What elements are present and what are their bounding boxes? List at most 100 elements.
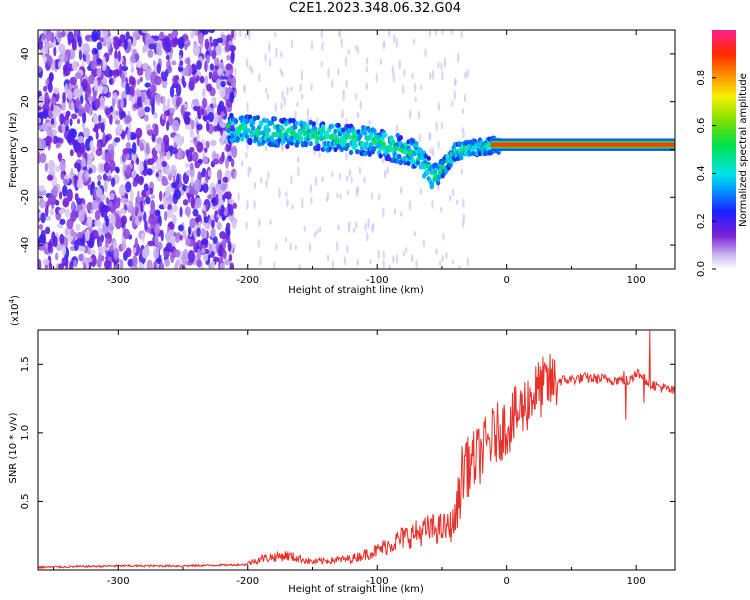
spectrogram-cell: [379, 135, 385, 141]
spectrogram-cell: [290, 174, 293, 185]
spectrogram-cell: [228, 198, 235, 205]
spectrogram-cell: [86, 202, 94, 211]
spectrogram-cell: [41, 139, 46, 151]
spectrogram-cell: [247, 137, 253, 143]
spectrogram-cell: [64, 119, 69, 126]
spectrogram-cell: [148, 214, 156, 225]
spectrogram-cell: [200, 229, 208, 239]
spectrogram-cell: [302, 121, 307, 127]
spectrogram-cell: [93, 78, 99, 92]
spectrogram-cell: [172, 75, 179, 86]
spectrogram-cell: [316, 145, 321, 152]
spectrogram-cell: [122, 228, 131, 240]
spectrogram-cell: [108, 50, 113, 56]
y-tick-label: 20: [20, 95, 31, 108]
spectrogram-cell: [176, 173, 180, 186]
spectrogram-cell: [121, 71, 125, 84]
spectrogram-cell: [176, 147, 183, 161]
spectrogram-cell: [38, 242, 46, 251]
spectrogram-cell: [171, 204, 179, 213]
spectrogram-cell: [220, 80, 226, 88]
spectrogram-cell: [429, 72, 432, 81]
spectrogram-cell: [45, 42, 49, 55]
spectrogram-cell: [249, 166, 252, 173]
spectrogram-cell: [167, 42, 172, 53]
colorbar: 0.0 0.2 0.4 0.6 0.8 Normalized spectral ampl…: [696, 30, 749, 277]
spectrogram-cell: [156, 258, 162, 264]
spectrogram-cell: [110, 177, 116, 187]
spectrogram-cell: [161, 160, 167, 168]
spectrogram-cell: [267, 170, 270, 180]
spectrogram-cell: [431, 147, 435, 157]
spectrogram-cell: [395, 253, 399, 264]
spectrogram-cell: [268, 41, 271, 53]
spectrogram-cell: [118, 184, 126, 197]
spectrogram-cell: [333, 146, 338, 153]
spectrogram-cell: [253, 181, 257, 190]
spectrogram-cell: [278, 187, 281, 199]
spectrogram-cell: [106, 37, 111, 50]
spectrogram-cell: [192, 240, 197, 248]
spectrogram-cell: [210, 228, 216, 239]
spectrogram-cell: [459, 155, 464, 161]
spectrogram-cell: [206, 83, 213, 92]
spectrogram-cell: [197, 158, 203, 165]
spectrogram-cell: [414, 142, 419, 148]
spectrogram-cell: [86, 216, 93, 228]
spectrogram-cell: [184, 206, 191, 217]
spectrogram-cell: [178, 66, 184, 72]
spectrogram-cell: [212, 153, 220, 159]
colorbar-title: Normalized spectral amplitude: [738, 73, 749, 227]
spectrogram-cell: [204, 38, 210, 50]
spectrogram-cell: [413, 230, 417, 237]
spectrogram-cell: [163, 210, 168, 221]
spectrogram-cell: [462, 198, 465, 209]
spectrogram-cell: [345, 152, 348, 161]
spectrogram-cell: [226, 54, 231, 61]
spectrogram-cell: [59, 233, 65, 245]
spectrogram-cell: [356, 45, 360, 55]
spectrogram-cell: [269, 219, 272, 225]
spectrogram-cell: [114, 137, 121, 143]
spectrogram-cell: [104, 151, 112, 163]
spectrogram-cell: [214, 209, 219, 223]
spectrogram-cell: [216, 169, 223, 181]
spectrogram-cell: [274, 102, 277, 112]
y-tick-label: 0.5: [20, 493, 31, 509]
spectrogram-cell: [272, 116, 278, 122]
spectrogram-cell: [454, 77, 457, 87]
spectrogram-cell: [258, 120, 264, 126]
spectrogram-cell: [92, 114, 99, 125]
spectrogram-cell: [158, 216, 162, 227]
spectrogram-cell: [145, 142, 150, 155]
spectrogram-cell: [170, 252, 175, 264]
spectrogram-cell: [191, 63, 196, 72]
spectrogram-cell: [367, 218, 370, 229]
spectrogram-cell: [258, 72, 261, 83]
spectrogram-cell: [38, 138, 43, 150]
spectrogram-cell: [246, 101, 249, 113]
spectrogram-cell: [90, 254, 97, 267]
spectrogram-cell: [76, 235, 84, 247]
spectrogram-cell: [53, 46, 57, 57]
spectrogram-cell: [149, 209, 154, 215]
spectrogram-cell: [194, 178, 202, 192]
spectrogram-cell: [245, 221, 248, 230]
spectrogram-cell: [365, 66, 369, 73]
spectrogram-cell: [216, 78, 221, 90]
spectrogram-cell: [98, 114, 102, 123]
spectrogram-cell: [196, 131, 200, 142]
spectrogram-cell: [147, 49, 154, 59]
spectrogram-cell: [171, 30, 179, 38]
snr-panel: -300 -200 -100 0 100 0.5 1.0 1.5 Height of str…: [8, 295, 676, 595]
spectrogram-cell: [207, 169, 212, 177]
spectrogram-cell: [381, 141, 386, 147]
spectrogram-cell: [111, 98, 116, 108]
spectrogram-cell: [73, 231, 77, 240]
spectrogram-cell: [210, 139, 217, 147]
spectrogram-cell: [449, 194, 452, 202]
spectrogram-cell: [417, 110, 421, 120]
spectrogram-cell: [59, 137, 64, 144]
spectrogram-cell: [196, 60, 202, 71]
spectrogram-cell: [220, 182, 227, 192]
